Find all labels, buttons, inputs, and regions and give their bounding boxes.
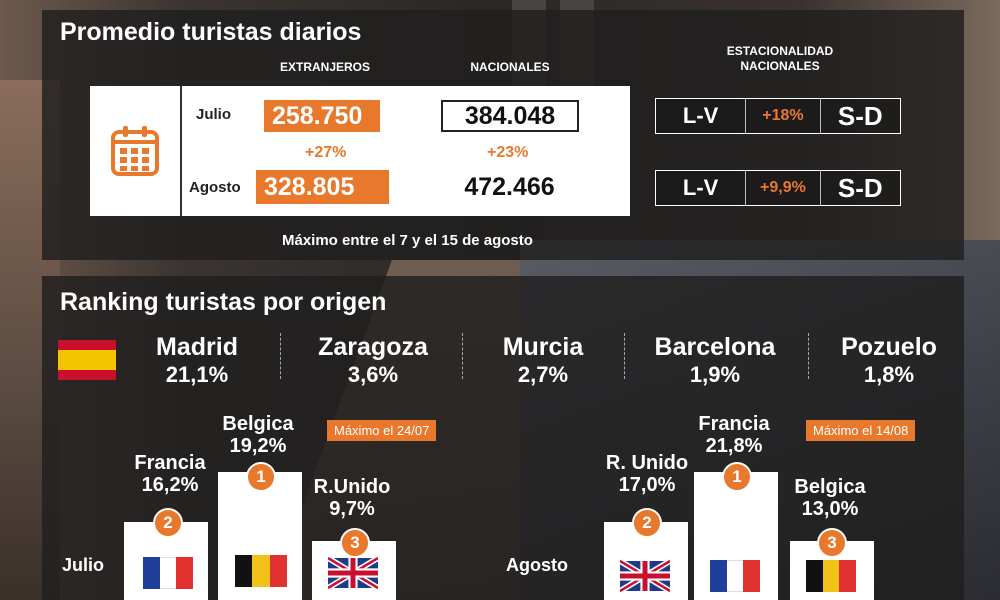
podium-agosto-first-label: Francia 21,8% [698,413,770,457]
calendar-icon [111,126,159,176]
weekday-label: L-V [682,175,719,200]
seasonality-pct-agosto: +9,9% [760,179,806,196]
city-zaragoza: Zaragoza 3,6% [318,333,428,387]
weekday-label: L-V [682,103,719,128]
city-barcelona: Barcelona 1,9% [654,333,776,387]
seasonality-agosto: L-V +9,9% S-D [655,170,901,206]
podium-month-agosto: Agosto [506,555,568,575]
column-header-nacionales: NACIONALES [470,60,550,74]
growth-nacionales: +23% [487,144,529,161]
uk-flag [328,557,378,589]
section-title-daily: Promedio turistas diarios [60,18,362,46]
max-badge-agosto: Máximo el 14/08 [806,420,916,441]
podium-julio-first-label: Belgica 19,2% [222,413,294,457]
france-flag [710,560,761,592]
column-header-estacionalidad: ESTACIONALIDAD NACIONALES [726,44,834,73]
seasonality-julio: L-V +18% S-D [655,98,901,134]
uk-flag [620,560,670,592]
city-madrid: Madrid 21,1% [156,333,238,387]
growth-extranjeros: +27% [305,144,347,161]
weekend-label: S-D [837,100,883,131]
value-extranjeros-julio: 258.750 [264,100,380,132]
table-divider [180,86,182,216]
france-flag [143,557,194,589]
divider [280,333,281,379]
value-nacionales-julio: 384.048 [441,100,579,132]
divider [462,333,463,379]
city-pozuelo: Pozuelo 1,8% [841,333,937,387]
max-note: Máximo entre el 7 y el 15 de agosto [282,232,533,249]
seasonality-pct-julio: +18% [762,107,804,124]
max-badge-julio: Máximo el 24/07 [327,420,437,441]
row-label-julio: Julio [196,106,232,123]
rank-badge: 2 [632,508,662,538]
rank-badge: 1 [722,462,752,492]
calendar-icon-box [90,86,180,216]
rank-badge: 3 [817,528,847,558]
value-extranjeros-agosto: 328.805 [256,170,389,204]
belgium-flag [235,555,287,587]
rank-badge: 1 [246,462,276,492]
spain-flag [58,340,116,380]
podium-agosto-third-label: Belgica 13,0% [794,476,866,520]
rank-badge: 3 [340,528,370,558]
city-murcia: Murcia 2,7% [502,333,584,387]
divider [624,333,625,379]
weekend-label: S-D [837,172,883,203]
row-label-agosto: Agosto [189,179,241,196]
podium-julio-third-label: R.Unido 9,7% [313,476,391,520]
podium-agosto-second-label: R. Unido 17,0% [605,452,689,496]
podium-julio-second-label: Francia 16,2% [134,452,206,496]
divider [808,333,809,379]
value-nacionales-agosto: 472.466 [389,170,630,204]
section-title-ranking: Ranking turistas por origen [60,288,387,316]
belgium-flag [806,560,857,592]
podium-month-julio: Julio [62,555,105,575]
rank-badge: 2 [153,508,183,538]
column-header-extranjeros: EXTRANJEROS [279,60,371,74]
